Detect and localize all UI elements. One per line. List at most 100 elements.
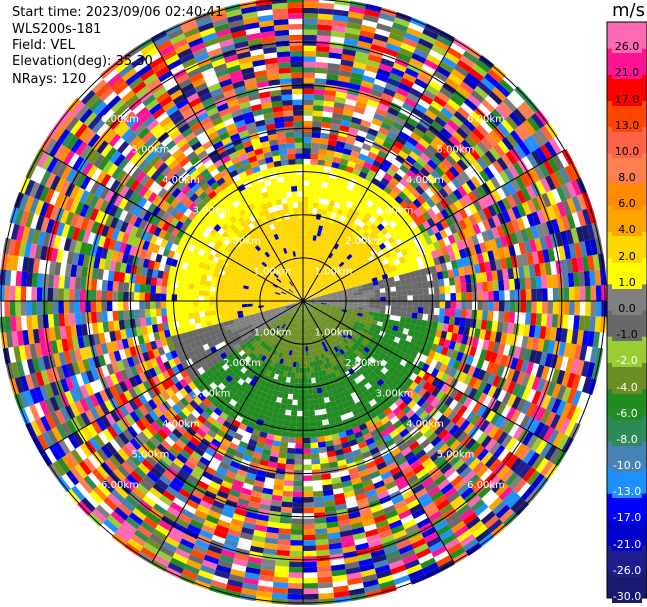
velocity-cell [443, 486, 457, 499]
velocity-cell [323, 268, 329, 275]
velocity-cell [421, 390, 432, 401]
velocity-cell [295, 432, 303, 438]
velocity-cell [515, 230, 524, 244]
velocity-cell [476, 140, 489, 154]
velocity-cell [321, 248, 326, 255]
velocity-cell [335, 231, 342, 239]
velocity-cell [327, 337, 333, 344]
velocity-cell [459, 55, 476, 69]
velocity-cell [436, 176, 448, 188]
velocity-cell [287, 593, 303, 600]
velocity-cell [379, 235, 388, 243]
velocity-cell [306, 307, 309, 313]
velocity-cell [387, 107, 400, 117]
velocity-cell [328, 133, 339, 141]
velocity-cell [332, 14, 349, 23]
velocity-cell [484, 329, 492, 341]
velocity-cell [388, 373, 397, 382]
velocity-cell [400, 383, 410, 393]
velocity-cell [392, 121, 404, 132]
velocity-cell [289, 561, 303, 568]
velocity-cell [310, 317, 314, 323]
velocity-cell [309, 256, 313, 263]
velocity-cell [309, 234, 314, 241]
velocity-cell [315, 303, 321, 305]
velocity-cell [372, 159, 383, 169]
velocity-cell [315, 181, 322, 188]
velocity-cell [281, 501, 293, 508]
velocity-cell [345, 231, 352, 239]
velocity-cell [303, 201, 309, 208]
velocity-cell [199, 279, 207, 286]
velocity-cell [176, 294, 183, 301]
velocity-cell [308, 291, 313, 297]
velocity-cell [303, 121, 313, 127]
velocity-cell [448, 367, 458, 378]
velocity-cell [448, 135, 461, 148]
velocity-cell [367, 386, 376, 395]
velocity-cell [304, 295, 308, 300]
velocity-cell [319, 307, 326, 311]
velocity-cell [288, 388, 294, 395]
velocity-cell [554, 355, 564, 370]
velocity-cell [444, 216, 454, 227]
velocity-cell [503, 311, 510, 323]
velocity-cell [313, 191, 321, 198]
velocity-cell [568, 343, 577, 359]
velocity-cell [367, 314, 374, 320]
velocity-cell [508, 112, 523, 127]
velocity-cell [530, 225, 540, 240]
velocity-cell [445, 331, 453, 341]
velocity-cell [347, 293, 354, 297]
velocity-cell [315, 51, 330, 58]
velocity-cell [411, 188, 421, 199]
velocity-cell [470, 477, 484, 491]
velocity-cell [496, 199, 507, 213]
velocity-cell [139, 283, 146, 293]
velocity-cell [330, 341, 336, 348]
velocity-cell [402, 267, 410, 274]
velocity-cell [335, 91, 348, 99]
velocity-cell [332, 107, 344, 115]
velocity-cell [437, 111, 451, 124]
velocity-cell [380, 374, 389, 383]
velocity-cell [344, 251, 351, 258]
velocity-cell [308, 305, 313, 310]
velocity-cell [407, 265, 415, 273]
velocity-cell [351, 229, 359, 237]
velocity-cell [524, 277, 532, 290]
velocity-cell [469, 520, 485, 534]
velocity-cell [331, 189, 339, 197]
velocity-cell [361, 238, 369, 246]
velocity-cell [369, 297, 376, 301]
velocity-cell [294, 378, 299, 384]
velocity-cell [362, 389, 371, 398]
velocity-cell [318, 272, 324, 278]
velocity-cell [470, 176, 482, 189]
velocity-cell [314, 517, 327, 524]
velocity-cell [310, 447, 319, 454]
velocity-cell [96, 311, 103, 323]
velocity-cell [516, 371, 526, 385]
velocity-cell [286, 453, 295, 460]
velocity-cell [570, 358, 580, 375]
velocity-cell [437, 443, 450, 455]
velocity-cell [560, 328, 568, 343]
velocity-cell [350, 72, 364, 81]
velocity-cell [340, 311, 347, 315]
velocity-cell [385, 328, 393, 335]
velocity-cell [339, 282, 346, 287]
velocity-cell [319, 342, 324, 349]
velocity-cell [320, 293, 326, 297]
velocity-cell [499, 354, 509, 367]
velocity-cell [395, 388, 405, 398]
velocity-cell [367, 169, 377, 178]
velocity-cell [426, 197, 436, 208]
velocity-cell [357, 352, 365, 360]
velocity-cell [519, 277, 526, 290]
velocity-cell [304, 302, 309, 306]
velocity-cell [422, 28, 439, 40]
velocity-cell [317, 13, 334, 21]
velocity-cell [346, 160, 356, 169]
velocity-cell [193, 295, 199, 301]
